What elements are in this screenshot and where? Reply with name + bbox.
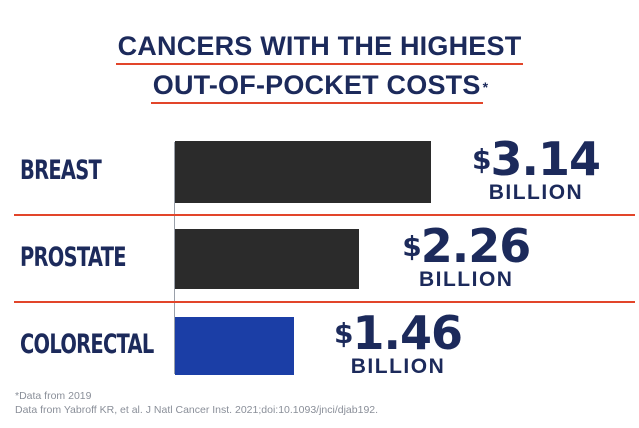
title-asterisk: * — [482, 79, 489, 95]
value-unit: BILLION — [350, 355, 446, 378]
value-unit: BILLION — [418, 268, 514, 291]
value-unit: BILLION — [488, 181, 584, 204]
bar — [175, 229, 360, 289]
title-line-2: OUT-OF-POCKET COSTS — [150, 69, 483, 104]
bar-axis-line — [174, 142, 175, 374]
category-label: PROSTATE — [20, 242, 127, 273]
bar — [175, 317, 295, 375]
row-divider-2 — [14, 301, 635, 303]
title-line-1: CANCERS WITH THE HIGHEST — [115, 30, 524, 65]
footnote-source: Data from Yabroff KR, et al. J Natl Canc… — [15, 404, 379, 416]
dollar-sign: $ — [334, 317, 354, 350]
bar — [175, 141, 431, 203]
value-amount: $2.26 — [402, 219, 531, 273]
value-label: $1.46 BILLION — [334, 306, 463, 378]
category-label: COLORECTAL — [20, 329, 154, 360]
category-label: BREAST — [20, 155, 102, 186]
value-label: $3.14 BILLION — [472, 132, 601, 204]
value-amount: $3.14 — [472, 132, 601, 186]
dollar-sign: $ — [472, 143, 492, 176]
row-divider-1 — [14, 214, 635, 216]
value-label: $2.26 BILLION — [402, 219, 531, 291]
value-amount: $1.46 — [334, 306, 463, 360]
footnote-year: *Data from 2019 — [15, 390, 92, 402]
dollar-sign: $ — [402, 230, 422, 263]
chart-title: CANCERS WITH THE HIGHEST OUT-OF-POCKET C… — [0, 30, 639, 104]
